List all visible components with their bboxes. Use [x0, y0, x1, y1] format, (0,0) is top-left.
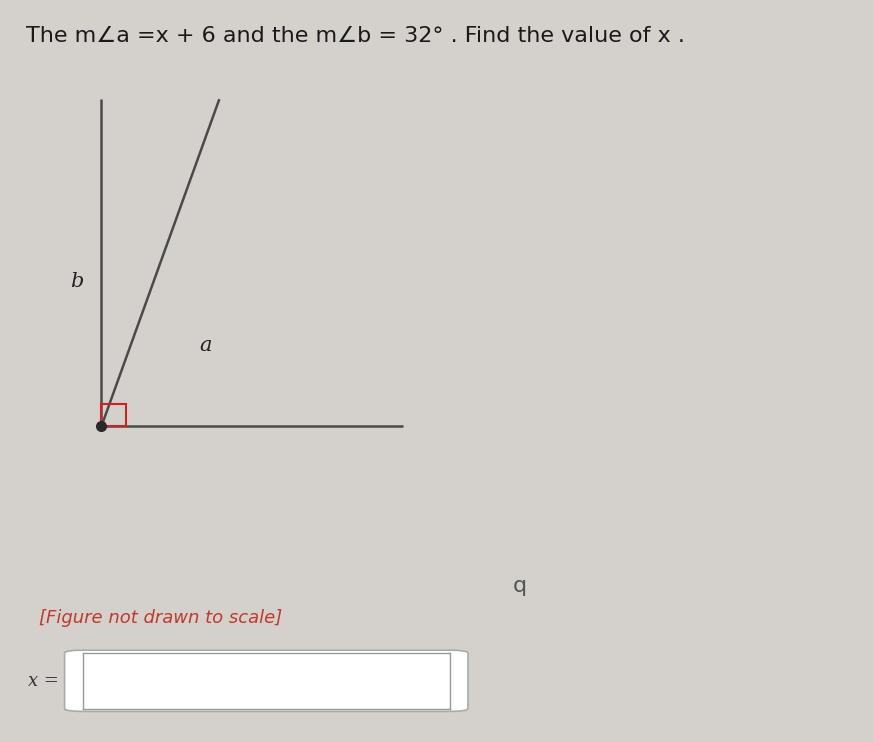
Text: b: b [71, 272, 84, 291]
Text: a: a [200, 335, 212, 355]
Text: x =: x = [28, 672, 59, 690]
Text: The m∠a =x + 6 and the m∠b = 32° . Find the value of x .: The m∠a =x + 6 and the m∠b = 32° . Find … [26, 26, 685, 46]
Text: q: q [512, 577, 526, 596]
FancyBboxPatch shape [65, 650, 468, 712]
Bar [101, 404, 127, 426]
Text: [Figure not drawn to scale]: [Figure not drawn to scale] [39, 609, 283, 627]
